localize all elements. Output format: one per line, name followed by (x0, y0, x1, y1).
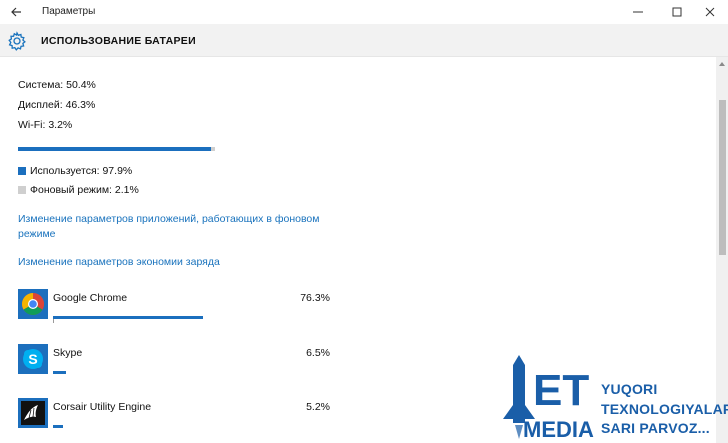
window-title: Параметры (42, 6, 96, 17)
logo-tagline-3: SARI PARVOZ... (601, 420, 710, 436)
rocket-logo-icon: ET MEDIA (503, 355, 594, 442)
in-use-swatch (18, 167, 26, 175)
scrollbar-thumb[interactable] (719, 100, 726, 255)
watermark-logo: ET MEDIA YUQORI TEXNOLOGIYALAR SARI PARV… (497, 353, 728, 443)
maximize-icon (672, 7, 682, 17)
legend-in-use: Используется: 97.9% (18, 165, 132, 177)
system-usage: Система: 50.4% (18, 79, 96, 91)
app-bar-tick (53, 319, 54, 323)
app-row-skype[interactable]: S Skype 6.5% (18, 344, 330, 392)
back-button[interactable] (6, 2, 28, 22)
title-bar: Параметры (0, 0, 728, 24)
logo-letters: ET (533, 366, 589, 415)
close-icon (705, 7, 715, 17)
app-usage-bar (53, 425, 63, 428)
maximize-button[interactable] (659, 0, 695, 24)
skype-icon: S (18, 344, 48, 374)
app-usage-bar (53, 316, 203, 319)
back-arrow-icon (11, 7, 21, 17)
chrome-icon (18, 289, 48, 319)
battery-usage-content: Система: 50.4% Дисплей: 46.3% Wi-Fi: 3.2… (0, 57, 716, 443)
usage-bar-fill (18, 147, 211, 151)
wifi-usage: Wi-Fi: 3.2% (18, 119, 73, 131)
background-swatch (18, 186, 26, 194)
battery-saver-link[interactable]: Изменение параметров экономии заряда (18, 256, 220, 268)
app-row-corsair[interactable]: Corsair Utility Engine 5.2% (18, 398, 330, 443)
minimize-icon (633, 11, 643, 13)
app-row-chrome[interactable]: Google Chrome 76.3% (18, 289, 330, 337)
app-name: Skype (53, 347, 83, 359)
logo-word: MEDIA (523, 417, 594, 442)
legend-background: Фоновый режим: 2.1% (18, 184, 139, 196)
app-percent: 76.3% (300, 292, 330, 304)
app-name: Corsair Utility Engine (53, 401, 152, 413)
usage-bar (18, 147, 215, 151)
app-name: Google Chrome (53, 292, 128, 304)
gear-icon (8, 31, 26, 51)
scroll-up-arrow-icon[interactable] (716, 59, 728, 69)
display-usage: Дисплей: 46.3% (18, 99, 96, 111)
page-header: ИСПОЛЬЗОВАНИЕ БАТАРЕИ (0, 24, 728, 57)
legend-background-label: Фоновый режим: 2.1% (30, 184, 139, 196)
minimize-button[interactable] (620, 0, 656, 24)
app-percent: 5.2% (306, 401, 330, 413)
app-usage-bar (53, 371, 66, 374)
close-button[interactable] (692, 0, 728, 24)
corsair-icon (18, 398, 48, 428)
svg-text:S: S (28, 351, 37, 367)
app-percent: 6.5% (306, 347, 330, 359)
page-title: ИСПОЛЬЗОВАНИЕ БАТАРЕИ (41, 35, 196, 47)
logo-tagline-2: TEXNOLOGIYALAR (601, 401, 728, 417)
background-apps-link[interactable]: Изменение параметров приложений, работаю… (18, 213, 320, 240)
logo-tagline-1: YUQORI (601, 381, 658, 397)
legend-in-use-label: Используется: 97.9% (30, 165, 133, 177)
